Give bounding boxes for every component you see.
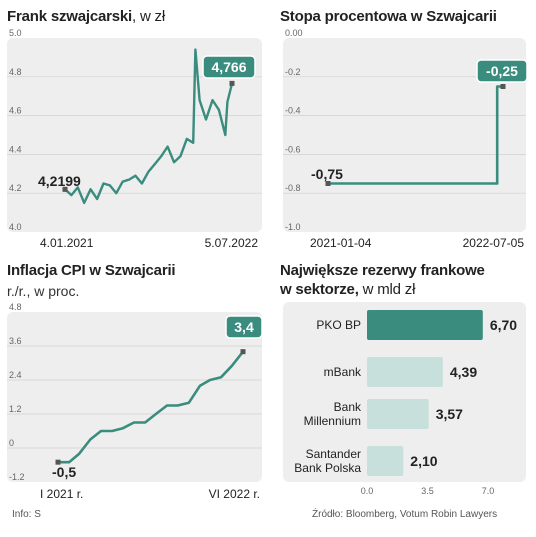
footer-source: Źródło: Bloomberg, Votum Robin Lawyers <box>312 509 498 520</box>
series-line <box>328 85 503 185</box>
y-tick-label: 0 <box>9 438 14 448</box>
y-tick-label: -1.0 <box>285 222 301 232</box>
bar-category-label: Bank Polska <box>294 461 361 475</box>
y-tick-label: -0.6 <box>285 144 301 154</box>
start-marker <box>325 181 331 186</box>
y-tick-label: 4.8 <box>9 302 22 312</box>
y-tick-label: 4.4 <box>9 144 22 154</box>
y-tick-label: 4.8 <box>9 67 22 77</box>
end-value-badge <box>202 55 256 79</box>
bar <box>367 399 429 429</box>
x-tick-label: 7.0 <box>482 486 495 496</box>
x-tick-label: 2022-07-05 <box>463 236 525 250</box>
chart-title-reserves: Największe rezerwy frankowe <box>280 262 485 279</box>
bar-category-label: PKO BP <box>316 318 361 332</box>
y-tick-label: -0.8 <box>285 183 301 193</box>
start-value-label: -0,5 <box>52 464 76 480</box>
x-tick-label: 2021-01-04 <box>310 236 372 250</box>
y-tick-label: 4.0 <box>9 222 22 232</box>
bar <box>367 310 483 340</box>
end-value-badge <box>476 59 528 83</box>
end-marker <box>229 80 235 86</box>
series-line <box>58 350 245 464</box>
end-marker <box>240 349 246 355</box>
end-value-label: 3,4 <box>234 319 254 335</box>
chart-title-chf: Frank szwajcarski, w zł <box>7 8 165 25</box>
bar <box>367 446 404 476</box>
y-tick-label: 5.0 <box>9 28 22 38</box>
x-tick-label: 4.01.2021 <box>40 236 94 250</box>
bar-category-label: Santander <box>306 447 361 461</box>
x-tick-label: I 2021 r. <box>40 487 83 501</box>
bar-value-label: 3,57 <box>436 406 463 422</box>
chart-subtitle-cpi: r./r., w proc. <box>7 283 80 299</box>
chart-title-cpi: Inflacja CPI w Szwajcarii <box>7 262 176 279</box>
x-tick-label: 5.07.2022 <box>205 236 259 250</box>
bar-category-label: mBank <box>324 365 362 379</box>
y-tick-label: -0.2 <box>285 67 301 77</box>
y-tick-label: -1.2 <box>9 472 25 482</box>
y-tick-label: 1.2 <box>9 404 22 414</box>
end-value-badge <box>225 315 263 339</box>
end-value-label: -0,25 <box>486 63 518 79</box>
y-tick-label: 2.4 <box>9 370 22 380</box>
x-tick-label: 0.0 <box>361 486 374 496</box>
start-marker <box>62 186 68 192</box>
bar-value-label: 2,10 <box>410 453 437 469</box>
end-value-label: 4,766 <box>211 59 246 75</box>
start-marker <box>55 459 61 465</box>
x-tick-label: 3.5 <box>421 486 434 496</box>
y-tick-label: 4.6 <box>9 106 22 116</box>
y-tick-label: 3.6 <box>9 336 22 346</box>
chart-title-reserves-line2: w sektorze, w mld zł <box>280 281 416 298</box>
y-tick-label: 4.2 <box>9 183 22 193</box>
y-tick-label: 0.00 <box>285 28 303 38</box>
x-tick-label: VI 2022 r. <box>209 487 260 501</box>
bar-value-label: 4,39 <box>450 364 477 380</box>
plot-background <box>283 302 526 482</box>
end-marker <box>500 84 506 89</box>
chart-title-interest-rate: Stopa procentowa w Szwajcarii <box>280 8 497 25</box>
plot-background <box>7 312 262 482</box>
bar-category-label: Bank <box>334 400 362 414</box>
footer-info: Info: S <box>12 509 41 520</box>
bar-value-label: 6,70 <box>490 317 517 333</box>
series-line <box>64 48 234 205</box>
y-tick-label: -0.4 <box>285 106 301 116</box>
start-value-label: 4,2199 <box>38 173 81 189</box>
bar <box>367 357 443 387</box>
start-value-label: -0,75 <box>311 166 343 182</box>
bar-category-label: Millennium <box>304 414 361 428</box>
